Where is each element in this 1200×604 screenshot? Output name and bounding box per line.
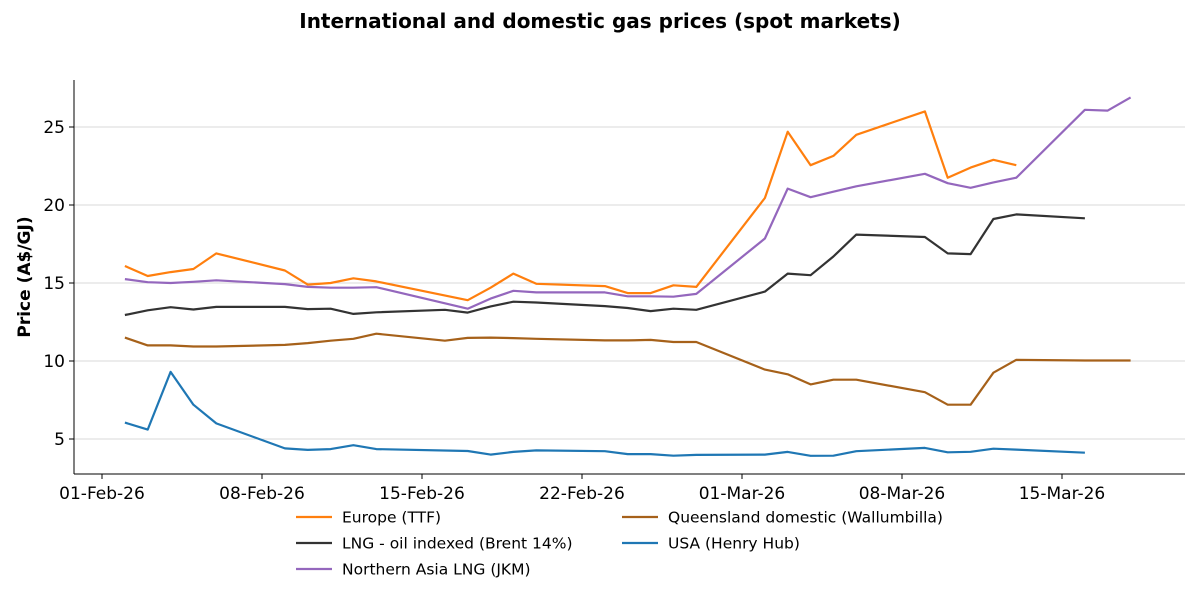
legend-item: LNG - oil indexed (Brent 14%) [296, 535, 573, 553]
series-line-3 [125, 334, 1131, 405]
grid [74, 127, 1185, 439]
legend-item: Europe (TTF) [296, 509, 441, 527]
y-tick-label: 25 [43, 118, 65, 138]
x-tick-label: 01-Feb-26 [59, 484, 145, 504]
x-tick-label: 08-Feb-26 [219, 484, 305, 504]
legend-item: USA (Henry Hub) [622, 535, 800, 553]
series-line-4 [125, 372, 1085, 456]
legend: Europe (TTF) LNG - oil indexed (Brent 14%… [296, 509, 943, 579]
y-tick-label: 10 [43, 352, 65, 372]
series-line-2 [125, 97, 1131, 308]
y-axis-label: Price (A$/GJ) [15, 216, 35, 337]
legend-label: Northern Asia LNG (JKM) [342, 561, 531, 579]
x-ticks: 01-Feb-26 08-Feb-26 15-Feb-26 22-Feb-26 01-M… [59, 474, 1105, 504]
legend-item: Northern Asia LNG (JKM) [296, 561, 531, 579]
x-tick-label: 08-Mar-26 [859, 484, 946, 504]
x-tick-label: 01-Mar-26 [699, 484, 786, 504]
x-tick-label: 15-Mar-26 [1019, 484, 1106, 504]
legend-item: Queensland domestic (Wallumbilla) [622, 509, 943, 527]
y-tick-label: 5 [54, 430, 65, 450]
y-tick-label: 15 [43, 274, 65, 294]
legend-label: Europe (TTF) [342, 509, 441, 527]
series-lines [125, 97, 1131, 456]
y-tick-label: 20 [43, 196, 65, 216]
legend-label: USA (Henry Hub) [668, 535, 800, 553]
legend-label: Queensland domestic (Wallumbilla) [668, 509, 943, 527]
x-tick-label: 22-Feb-26 [539, 484, 625, 504]
chart-title: International and domestic gas prices (s… [299, 9, 900, 33]
series-line-1 [125, 214, 1085, 315]
x-tick-label: 15-Feb-26 [379, 484, 465, 504]
legend-label: LNG - oil indexed (Brent 14%) [342, 535, 573, 553]
series-line-0 [125, 111, 1016, 300]
y-ticks: 5 10 15 20 25 [43, 118, 74, 450]
